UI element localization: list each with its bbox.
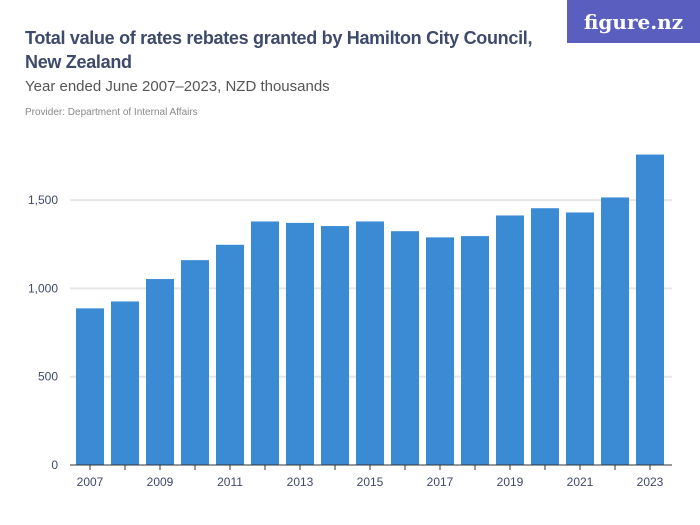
x-tick-label: 2015	[357, 475, 384, 489]
bar-2023	[636, 154, 664, 465]
y-tick-label: 0	[51, 458, 58, 472]
bar-2014	[321, 226, 349, 465]
x-tick-label: 2021	[567, 475, 594, 489]
bar-2020	[531, 208, 559, 465]
bar-2021	[566, 212, 594, 465]
bar-2011	[216, 244, 244, 465]
x-tick-label: 2007	[77, 475, 104, 489]
y-tick-label: 1,500	[28, 193, 58, 207]
bar-2012	[251, 221, 279, 465]
bar-2009	[146, 279, 174, 465]
chart-title: Total value of rates rebates granted by …	[25, 28, 533, 72]
x-tick-label: 2017	[427, 475, 454, 489]
y-tick-label: 500	[38, 370, 58, 384]
bar-2017	[426, 237, 454, 465]
provider-text: Provider: Department of Internal Affairs	[25, 107, 198, 118]
bar-2018	[461, 236, 489, 465]
x-tick-label: 2011	[217, 475, 243, 489]
chart-subtitle: Year ended June 2007–2023, NZD thousands	[25, 78, 330, 95]
bar-2016	[391, 231, 419, 465]
bar-2008	[111, 301, 139, 465]
y-tick-label: 1,000	[28, 281, 58, 295]
x-tick-label: 2009	[147, 475, 174, 489]
x-tick-label: 2013	[287, 475, 314, 489]
bar-2010	[181, 260, 209, 465]
x-tick-label: 2023	[637, 475, 664, 489]
bar-2015	[356, 221, 384, 465]
bar-2022	[601, 197, 629, 466]
x-tick-label: 2019	[497, 475, 524, 489]
bar-2007	[76, 308, 104, 465]
bar-2019	[496, 215, 524, 465]
figure-nz-logo: figure.nz	[567, 0, 700, 43]
bar-2013	[286, 222, 314, 465]
